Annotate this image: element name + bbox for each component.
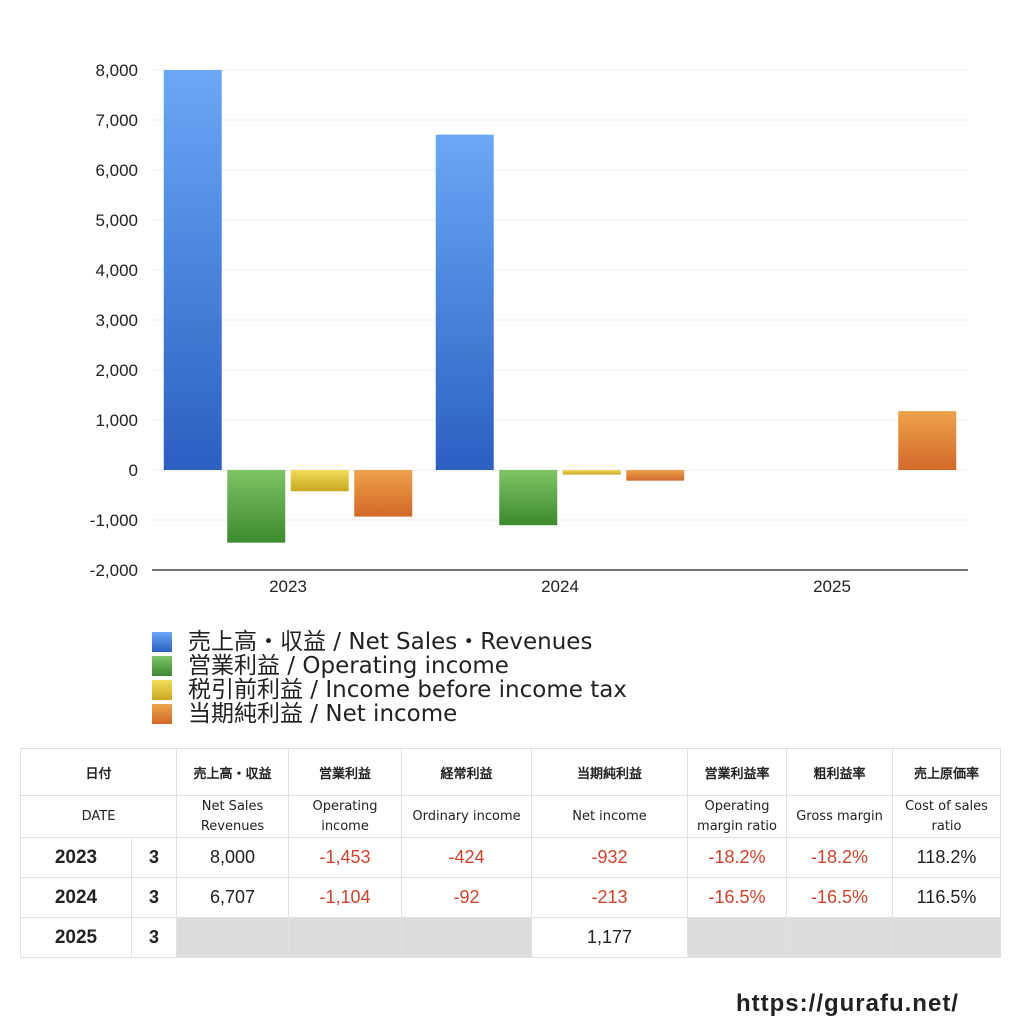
axes: -2,000 -1,000 0 1,000 2,000 3,000 4,000 5,000 6,…	[90, 61, 968, 596]
row-opm: -16.5%	[687, 877, 788, 918]
row-year: 2024	[20, 877, 132, 918]
legend-swatch-net-income	[152, 704, 172, 724]
header-net-ja: 当期純利益	[531, 748, 689, 796]
gridlines	[152, 69, 968, 521]
legend-label-operating-income: 営業利益 / Operating income	[188, 653, 509, 679]
y-tick-label: 3,000	[95, 311, 138, 330]
header-net-en: Net income	[531, 795, 689, 838]
row-ordinary: -424	[401, 837, 533, 878]
legend-label-net-income: 当期純利益 / Net income	[188, 701, 458, 727]
header-ordinary-ja: 経常利益	[401, 748, 533, 796]
bar	[290, 470, 349, 492]
bar	[499, 470, 558, 526]
row-sales: 8,000	[176, 837, 290, 878]
x-tick-label: 2024	[541, 577, 579, 596]
row-month: 3	[130, 837, 178, 878]
bar	[163, 70, 222, 470]
row-ordinary: -92	[401, 877, 533, 918]
header-sales-ja: 売上高・収益	[176, 748, 290, 796]
header-date-ja: 日付	[19, 748, 178, 796]
y-tick-label: 8,000	[95, 61, 138, 80]
legend-swatch-operating-income	[152, 656, 172, 676]
header-gm-ja: 粗利益率	[786, 748, 894, 796]
row-cos: 118.2%	[892, 837, 1002, 878]
legend: 売上高・収益 / Net Sales・Revenues 営業利益 / Opera…	[152, 630, 627, 726]
legend-swatch-sales	[152, 632, 172, 652]
legend-item-operating-income: 営業利益 / Operating income	[152, 654, 627, 678]
y-tick-label: 4,000	[95, 261, 138, 280]
header-ordinary-en: Ordinary income	[401, 795, 533, 838]
row-sales: 6,707	[176, 877, 290, 918]
x-tick-label: 2025	[813, 577, 851, 596]
header-date-en: DATE	[19, 795, 178, 838]
row-month: 3	[130, 917, 178, 958]
row-gm-empty	[786, 917, 894, 958]
row-net: 1,177	[531, 917, 689, 958]
bar	[562, 470, 621, 475]
row-gm: -16.5%	[786, 877, 894, 918]
row-operating: -1,453	[288, 837, 403, 878]
header-sales-en: Net Sales Revenues	[176, 795, 290, 838]
header-opm-ja: 営業利益率	[687, 748, 788, 796]
header-operating-ja: 営業利益	[288, 748, 403, 796]
row-month: 3	[130, 877, 178, 918]
row-net: -932	[531, 837, 689, 878]
x-tick-label: 2023	[269, 577, 307, 596]
legend-label-sales: 売上高・収益 / Net Sales・Revenues	[188, 629, 593, 655]
table-header-ja: 日付 売上高・収益 営業利益 経常利益 当期純利益 営業利益率 粗利益率 売上原…	[19, 748, 1002, 796]
row-gm: -18.2%	[786, 837, 894, 878]
y-tick-label: 0	[129, 461, 138, 480]
row-cos: 116.5%	[892, 877, 1002, 918]
y-tick-label: 2,000	[95, 361, 138, 380]
legend-item-pretax-income: 税引前利益 / Income before income tax	[152, 678, 627, 702]
financial-table: 日付 売上高・収益 営業利益 経常利益 当期純利益 営業利益率 粗利益率 売上原…	[19, 748, 1002, 958]
table-row: 2023 3 8,000 -1,453 -424 -932 -18.2% -18…	[20, 837, 1002, 878]
row-opm: -18.2%	[687, 837, 788, 878]
bar	[227, 470, 286, 543]
header-operating-en: Operating income	[288, 795, 403, 838]
row-year: 2023	[20, 837, 132, 878]
bar-chart: -2,000 -1,000 0 1,000 2,000 3,000 4,000 5,000 6,…	[90, 61, 968, 596]
header-cos-en: Cost of sales ratio	[892, 795, 1002, 838]
y-tick-label: -2,000	[90, 561, 138, 580]
legend-label-pretax-income: 税引前利益 / Income before income tax	[188, 677, 627, 703]
bars	[163, 70, 957, 543]
row-opm-empty	[687, 917, 788, 958]
row-operating: -1,104	[288, 877, 403, 918]
row-operating-empty	[288, 917, 403, 958]
header-opm-en: Operating margin ratio	[687, 795, 788, 838]
bar	[435, 134, 494, 470]
y-tick-label: 5,000	[95, 211, 138, 230]
legend-item-sales: 売上高・収益 / Net Sales・Revenues	[152, 630, 627, 654]
table-row: 2025 3 1,177	[20, 917, 1002, 958]
y-tick-label: 1,000	[95, 411, 138, 430]
legend-swatch-pretax-income	[152, 680, 172, 700]
table-row: 2024 3 6,707 -1,104 -92 -213 -16.5% -16.…	[20, 877, 1002, 918]
row-sales-empty	[176, 917, 290, 958]
y-tick-label: -1,000	[90, 511, 138, 530]
y-tick-label: 7,000	[95, 111, 138, 130]
row-cos-empty	[892, 917, 1002, 958]
header-cos-ja: 売上原価率	[892, 748, 1002, 796]
row-ordinary-empty	[401, 917, 533, 958]
site-url: https://gurafu.net/	[736, 990, 959, 1017]
header-gm-en: Gross margin	[786, 795, 894, 838]
legend-item-net-income: 当期純利益 / Net income	[152, 702, 627, 726]
y-tick-label: 6,000	[95, 161, 138, 180]
row-year: 2025	[20, 917, 132, 958]
bar	[898, 411, 957, 470]
table-header-en: DATE Net Sales Revenues Operating income…	[19, 795, 1002, 838]
row-net: -213	[531, 877, 689, 918]
bar	[354, 470, 413, 517]
bar	[626, 470, 685, 481]
